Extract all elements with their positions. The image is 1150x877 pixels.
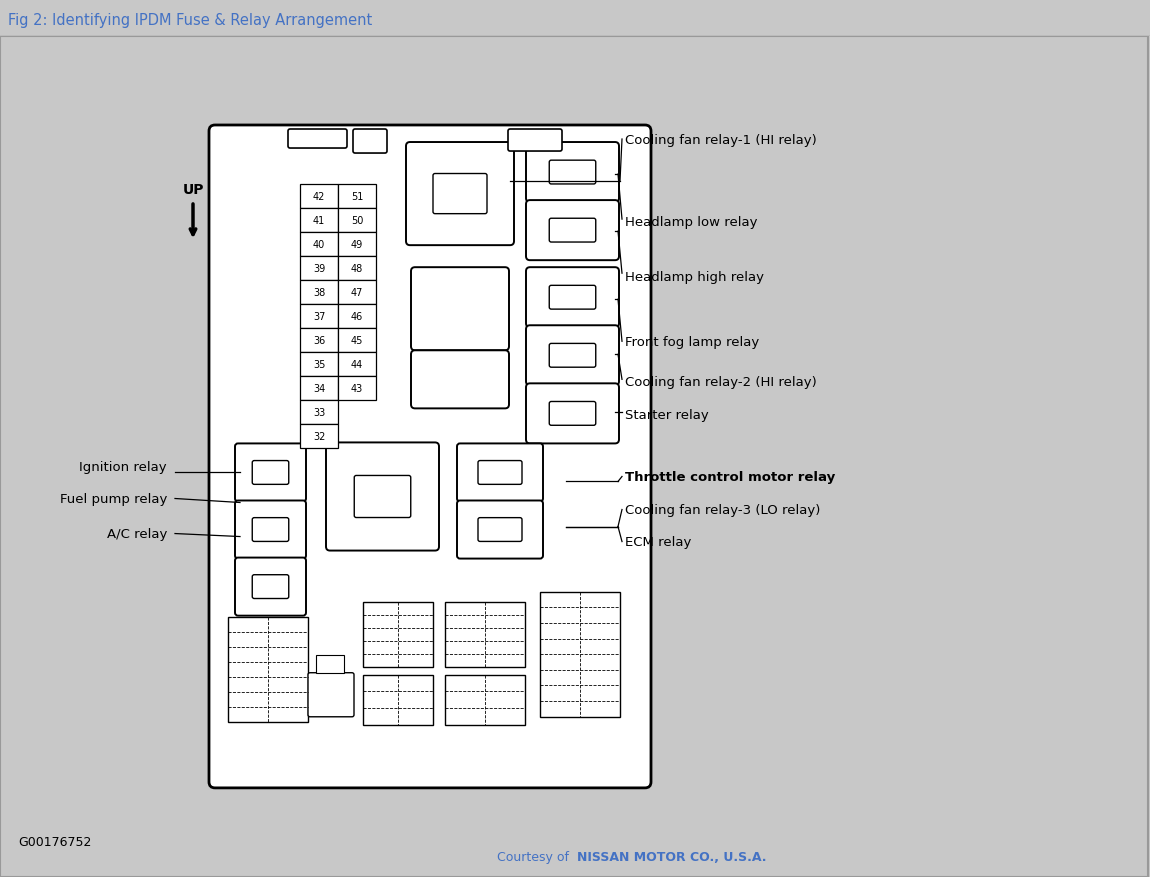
Bar [300, 377, 338, 401]
Text: NISSAN MOTOR CO., U.S.A.: NISSAN MOTOR CO., U.S.A. [577, 851, 767, 864]
FancyBboxPatch shape [288, 130, 347, 149]
Text: 36: 36 [313, 336, 325, 346]
Text: Cooling fan relay-1 (HI relay): Cooling fan relay-1 (HI relay) [624, 133, 816, 146]
Bar [445, 675, 526, 725]
Text: 34: 34 [313, 384, 325, 394]
FancyBboxPatch shape [526, 143, 619, 203]
Text: 32: 32 [313, 431, 325, 442]
Text: 50: 50 [351, 216, 363, 226]
Bar [300, 281, 338, 305]
Bar [338, 305, 376, 329]
Text: Throttle control motor relay: Throttle control motor relay [624, 470, 835, 483]
FancyBboxPatch shape [526, 201, 619, 260]
FancyBboxPatch shape [434, 175, 486, 214]
Text: Front fog lamp relay: Front fog lamp relay [624, 335, 759, 348]
Bar [445, 602, 526, 667]
Bar [300, 329, 338, 353]
FancyBboxPatch shape [354, 476, 411, 518]
Text: 42: 42 [313, 192, 325, 202]
Text: G00176752: G00176752 [18, 836, 91, 848]
Text: Fig 2: Identifying IPDM Fuse & Relay Arrangement: Fig 2: Identifying IPDM Fuse & Relay Arr… [8, 13, 373, 28]
FancyBboxPatch shape [478, 461, 522, 485]
FancyBboxPatch shape [526, 326, 619, 386]
Bar [316, 655, 344, 673]
Text: ECM relay: ECM relay [624, 536, 691, 548]
Bar [338, 377, 376, 401]
Bar [300, 353, 338, 377]
Bar [228, 617, 308, 722]
Text: 45: 45 [351, 336, 363, 346]
Bar [338, 281, 376, 305]
Text: 43: 43 [351, 384, 363, 394]
Bar [363, 602, 434, 667]
FancyBboxPatch shape [353, 130, 388, 153]
FancyBboxPatch shape [252, 518, 289, 542]
Bar [338, 257, 376, 281]
Text: 38: 38 [313, 288, 325, 298]
Text: 39: 39 [313, 264, 325, 274]
Bar [540, 592, 620, 717]
Text: Cooling fan relay-3 (LO relay): Cooling fan relay-3 (LO relay) [624, 503, 820, 517]
Text: 40: 40 [313, 240, 325, 250]
FancyBboxPatch shape [308, 673, 354, 717]
Text: Courtesy of: Courtesy of [497, 851, 573, 864]
Bar [338, 353, 376, 377]
FancyBboxPatch shape [550, 402, 596, 426]
Text: 48: 48 [351, 264, 363, 274]
FancyBboxPatch shape [252, 575, 289, 599]
Text: 33: 33 [313, 408, 325, 418]
Text: Cooling fan relay-2 (HI relay): Cooling fan relay-2 (HI relay) [624, 375, 816, 389]
FancyBboxPatch shape [406, 143, 514, 246]
Bar [300, 401, 338, 425]
FancyBboxPatch shape [526, 267, 619, 328]
Text: Ignition relay: Ignition relay [79, 460, 167, 474]
Text: 35: 35 [313, 360, 325, 370]
FancyBboxPatch shape [252, 461, 289, 485]
Text: 46: 46 [351, 312, 363, 322]
FancyBboxPatch shape [508, 130, 562, 152]
Bar [300, 257, 338, 281]
FancyBboxPatch shape [411, 351, 509, 409]
Text: Headlamp high relay: Headlamp high relay [624, 270, 764, 283]
Text: UP: UP [182, 183, 204, 196]
Bar [300, 305, 338, 329]
FancyBboxPatch shape [209, 126, 651, 788]
FancyBboxPatch shape [478, 518, 522, 542]
Text: Headlamp low relay: Headlamp low relay [624, 216, 758, 228]
Bar [300, 209, 338, 233]
FancyBboxPatch shape [550, 161, 596, 185]
FancyBboxPatch shape [457, 444, 543, 502]
FancyBboxPatch shape [526, 384, 619, 444]
Text: Fuel pump relay: Fuel pump relay [60, 492, 167, 505]
Text: 51: 51 [351, 192, 363, 202]
Bar [300, 185, 338, 209]
FancyBboxPatch shape [235, 444, 306, 502]
FancyBboxPatch shape [550, 344, 596, 367]
Text: 44: 44 [351, 360, 363, 370]
FancyBboxPatch shape [411, 267, 509, 351]
FancyBboxPatch shape [550, 219, 596, 243]
FancyBboxPatch shape [550, 286, 596, 310]
Text: Starter relay: Starter relay [624, 409, 708, 422]
Bar [338, 233, 376, 257]
Bar [338, 209, 376, 233]
Bar [363, 675, 434, 725]
Text: 41: 41 [313, 216, 325, 226]
FancyBboxPatch shape [235, 558, 306, 616]
Bar [338, 185, 376, 209]
FancyBboxPatch shape [325, 443, 439, 551]
Text: 37: 37 [313, 312, 325, 322]
Bar [338, 329, 376, 353]
FancyBboxPatch shape [457, 501, 543, 559]
Bar [300, 425, 338, 449]
FancyBboxPatch shape [235, 501, 306, 559]
Text: 49: 49 [351, 240, 363, 250]
Text: A/C relay: A/C relay [107, 527, 167, 540]
Bar [300, 233, 338, 257]
Text: 47: 47 [351, 288, 363, 298]
